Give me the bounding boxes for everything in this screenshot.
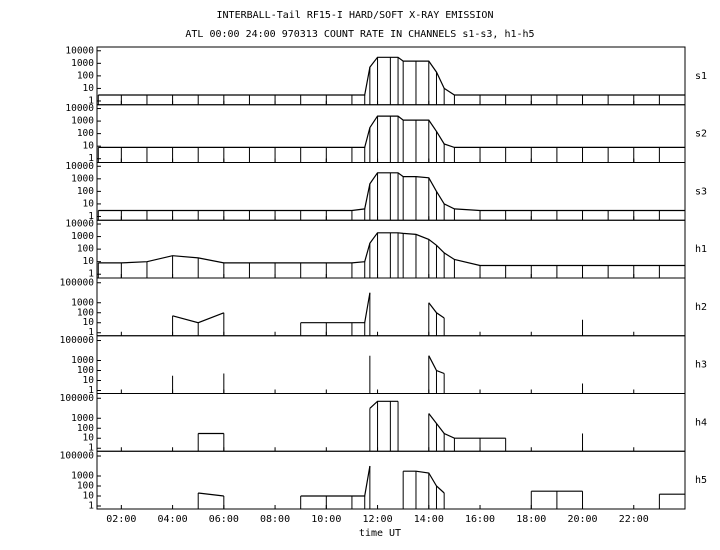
x-tick-label: 02:00: [106, 514, 136, 525]
y-tick-label: 10: [83, 490, 95, 501]
y-tick-label: 10000: [65, 219, 94, 230]
y-tick-label: 10000: [65, 161, 94, 172]
y-tick-label: 10: [83, 375, 95, 386]
y-tick-label: 1: [88, 269, 94, 280]
y-tick-label: 100: [77, 70, 94, 81]
panel-label: h4: [695, 417, 707, 428]
y-tick-label: 1: [88, 95, 94, 106]
x-tick-label: 18:00: [516, 514, 546, 525]
y-tick-label: 100000: [60, 393, 95, 404]
y-tick-label: 1: [88, 211, 94, 222]
y-tick-label: 10000: [65, 103, 94, 114]
x-tick-label: 16:00: [465, 514, 495, 525]
y-tick-label: 1: [88, 443, 94, 454]
y-tick-label: 100: [77, 365, 94, 376]
y-tick-label: 1: [88, 327, 94, 338]
y-tick-label: 100: [77, 244, 94, 255]
panel-label: h1: [695, 244, 707, 255]
y-tick-label: 100: [77, 186, 94, 197]
y-tick-label: 1000: [71, 471, 94, 482]
x-tick-label: 08:00: [260, 514, 290, 525]
y-tick-label: 100000: [60, 451, 95, 462]
y-tick-label: 10: [83, 256, 95, 267]
y-tick-label: 1000: [71, 355, 94, 366]
x-tick-label: 10:00: [311, 514, 341, 525]
x-tick-label: 20:00: [567, 514, 597, 525]
panel-label: h5: [695, 475, 707, 486]
panel-label: s1: [695, 71, 707, 82]
y-tick-label: 10000: [65, 45, 94, 56]
panel-label: s3: [695, 186, 707, 197]
y-tick-label: 1: [88, 153, 94, 164]
y-tick-label: 1000: [71, 173, 94, 184]
x-tick-label: 12:00: [362, 514, 392, 525]
y-tick-label: 10: [83, 83, 95, 94]
panel-frame: [96, 450, 686, 510]
y-tick-label: 100: [77, 423, 94, 434]
y-tick-label: 1000: [71, 231, 94, 242]
x-axis-label: time UT: [359, 528, 401, 539]
y-tick-label: 100: [77, 128, 94, 139]
y-tick-label: 10: [83, 317, 95, 328]
chart-title: INTERBALL-Tail RF15-I HARD/SOFT X-RAY EM…: [217, 10, 494, 21]
y-tick-label: 1000: [71, 116, 94, 127]
y-tick-label: 100000: [60, 335, 95, 346]
x-tick-label: 06:00: [209, 514, 239, 525]
y-tick-label: 1000: [71, 58, 94, 69]
y-tick-label: 100: [77, 307, 94, 318]
y-tick-label: 1000: [71, 413, 94, 424]
y-tick-label: 100000: [60, 277, 95, 288]
y-tick-label: 10: [83, 198, 95, 209]
x-tick-label: 14:00: [414, 514, 444, 525]
panel-label: s2: [695, 129, 707, 140]
x-tick-label: 04:00: [158, 514, 188, 525]
y-tick-label: 1: [88, 500, 94, 511]
y-tick-label: 1: [88, 385, 94, 396]
x-tick-label: 22:00: [619, 514, 649, 525]
panel-label: h3: [695, 360, 707, 371]
y-tick-label: 100: [77, 481, 94, 492]
y-tick-label: 1000: [71, 297, 94, 308]
y-tick-label: 10: [83, 141, 95, 152]
y-tick-label: 10: [83, 433, 95, 444]
chart-subtitle: ATL 00:00 24:00 970313 COUNT RATE IN CHA…: [185, 29, 534, 40]
panel-label: h2: [695, 302, 707, 313]
